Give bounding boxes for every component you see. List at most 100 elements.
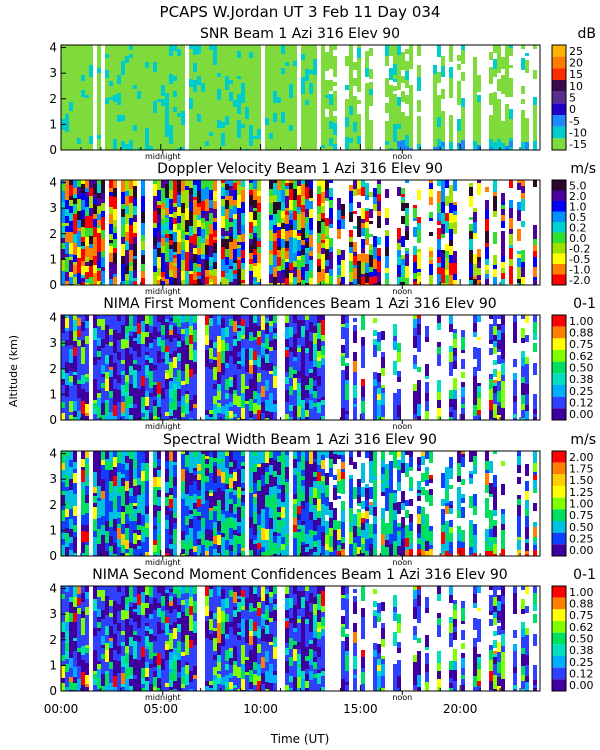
heatmap-cell bbox=[393, 451, 397, 461]
heatmap-cell bbox=[81, 193, 85, 200]
heatmap-cell bbox=[309, 378, 313, 388]
heatmap-cell bbox=[317, 465, 321, 472]
heatmap-cell bbox=[397, 129, 401, 141]
heatmap-cell bbox=[353, 514, 357, 526]
heatmap-cell bbox=[509, 275, 513, 284]
heatmap-cell bbox=[497, 349, 501, 352]
heatmap-cell bbox=[269, 230, 273, 241]
heatmap-cell bbox=[285, 48, 289, 59]
heatmap-cell bbox=[69, 127, 73, 132]
heatmap-cell bbox=[269, 101, 273, 112]
heatmap-cell bbox=[297, 203, 301, 207]
heatmap-cell bbox=[469, 263, 473, 270]
heatmap-cell bbox=[197, 180, 201, 191]
heatmap-cell bbox=[225, 104, 229, 116]
heatmap-cell bbox=[233, 552, 237, 556]
heatmap-cell bbox=[145, 365, 149, 375]
heatmap-cell bbox=[209, 86, 213, 90]
heatmap-cell bbox=[61, 238, 65, 243]
heatmap-cell bbox=[257, 326, 261, 331]
heatmap-cell bbox=[229, 467, 233, 474]
heatmap-cell bbox=[493, 255, 497, 265]
heatmap-cell bbox=[273, 145, 277, 150]
heatmap-cell bbox=[253, 136, 257, 139]
heatmap-cell bbox=[525, 130, 529, 142]
heatmap-cell bbox=[117, 72, 121, 75]
heatmap-cell bbox=[385, 56, 389, 66]
heatmap-cell bbox=[429, 197, 433, 205]
heatmap-cell bbox=[97, 319, 101, 326]
heatmap-cell bbox=[193, 385, 197, 395]
heatmap-cell bbox=[525, 384, 529, 394]
heatmap-cell bbox=[205, 464, 209, 468]
heatmap-cell bbox=[365, 68, 369, 77]
heatmap-cell bbox=[313, 407, 317, 412]
heatmap-cell bbox=[301, 102, 305, 108]
heatmap-cell bbox=[277, 493, 281, 499]
heatmap-cell bbox=[305, 283, 309, 285]
heatmap-cell bbox=[157, 130, 161, 135]
heatmap-cell bbox=[337, 255, 341, 265]
heatmap-cell bbox=[89, 59, 93, 65]
heatmap-cell bbox=[269, 508, 273, 518]
heatmap-cell bbox=[213, 389, 217, 396]
heatmap-cell bbox=[369, 120, 373, 129]
heatmap-cell bbox=[85, 392, 89, 404]
heatmap-cell bbox=[277, 533, 281, 536]
heatmap-cell bbox=[185, 262, 189, 271]
heatmap-cell bbox=[65, 78, 69, 88]
colorbar-swatch bbox=[552, 315, 566, 327]
heatmap-cell bbox=[109, 462, 113, 470]
heatmap-cell bbox=[229, 411, 233, 418]
heatmap-cell bbox=[337, 210, 341, 220]
heatmap-cell bbox=[97, 529, 101, 541]
heatmap-cell bbox=[353, 398, 357, 404]
heatmap-cell bbox=[61, 100, 65, 104]
heatmap-cell bbox=[161, 142, 165, 149]
heatmap-cell bbox=[181, 381, 185, 385]
heatmap-cell bbox=[353, 372, 357, 380]
colorbar-label: 1.00 bbox=[569, 315, 594, 328]
heatmap-cell bbox=[165, 109, 169, 121]
heatmap-cell bbox=[373, 534, 377, 538]
heatmap-cell bbox=[77, 326, 81, 330]
heatmap-cell bbox=[269, 465, 273, 475]
heatmap-cell bbox=[285, 108, 289, 120]
heatmap-cell bbox=[233, 387, 237, 390]
heatmap-cell bbox=[321, 104, 325, 112]
heatmap-cell bbox=[161, 106, 165, 114]
heatmap-cell bbox=[85, 257, 89, 262]
heatmap-cell bbox=[349, 272, 353, 282]
heatmap-cell bbox=[385, 121, 389, 132]
heatmap-cell bbox=[205, 390, 209, 397]
heatmap-cell bbox=[273, 536, 277, 543]
heatmap-cell bbox=[137, 495, 141, 501]
heatmap-cell bbox=[441, 180, 445, 191]
heatmap-cell bbox=[473, 395, 477, 405]
heatmap-cell bbox=[437, 203, 441, 213]
heatmap-cell bbox=[61, 510, 65, 521]
heatmap-cell bbox=[73, 458, 77, 462]
heatmap-cell bbox=[345, 56, 349, 66]
heatmap-cell bbox=[69, 401, 73, 412]
heatmap-cell bbox=[285, 85, 289, 94]
heatmap-cell bbox=[297, 180, 301, 186]
heatmap-cell bbox=[233, 417, 237, 420]
heatmap-cell bbox=[169, 398, 173, 402]
heatmap-cell bbox=[413, 355, 417, 364]
heatmap-cell bbox=[69, 331, 73, 335]
heatmap-cell bbox=[365, 539, 369, 551]
heatmap-cell bbox=[297, 251, 301, 256]
heatmap-cell bbox=[273, 91, 277, 103]
heatmap-cell bbox=[353, 325, 357, 328]
heatmap-cell bbox=[397, 343, 401, 352]
heatmap-cell bbox=[257, 45, 261, 53]
heatmap-cell bbox=[437, 315, 441, 323]
heatmap-cell bbox=[221, 502, 225, 510]
heatmap-cell bbox=[417, 252, 421, 261]
heatmap-cell bbox=[77, 367, 81, 371]
heatmap-cell bbox=[93, 180, 97, 184]
heatmap-cell bbox=[197, 64, 201, 76]
heatmap-cell bbox=[177, 117, 181, 124]
heatmap-cell bbox=[253, 77, 257, 82]
